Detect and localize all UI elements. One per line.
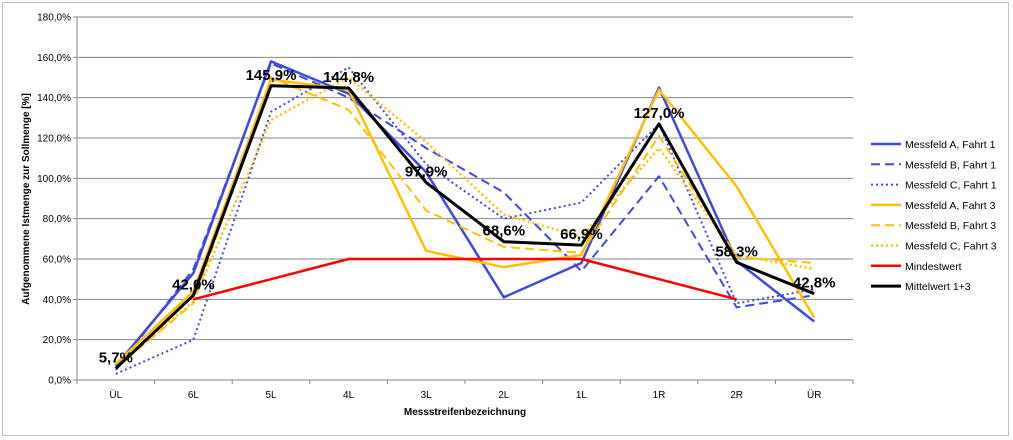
legend-label: Messfeld A, Fahrt 3 <box>905 200 996 212</box>
legend-label: Messfeld B, Fahrt 3 <box>905 220 996 232</box>
y-tick-label: 40,0% <box>43 295 71 306</box>
y-tick-label: 180,0% <box>37 13 71 24</box>
x-tick-label: ÜR <box>807 389 821 401</box>
y-tick-label: 160,0% <box>37 53 71 64</box>
x-tick-label: 6L <box>188 390 200 401</box>
y-tick-label: 140,0% <box>37 93 71 104</box>
legend-label: Messfeld C, Fahrt 1 <box>905 180 997 192</box>
y-tick-label: 0,0% <box>48 376 71 387</box>
gridlines <box>73 16 854 384</box>
legend-label: Mittelwert 1+3 <box>905 281 971 293</box>
data-label: 68,6% <box>483 223 526 240</box>
y-tick-label: 80,0% <box>43 214 71 225</box>
x-tick-label: ÜL <box>109 389 122 401</box>
x-tick-label: 1R <box>653 390 666 401</box>
x-tick-label: 5L <box>265 390 277 401</box>
data-label: 127,0% <box>634 105 685 122</box>
data-label: 42,0% <box>172 276 215 293</box>
y-tick-label: 60,0% <box>43 255 71 266</box>
data-label: 5,7% <box>99 350 133 367</box>
legend-label: Messfeld B, Fahrt 1 <box>905 159 996 171</box>
series-line <box>193 257 737 301</box>
x-tick-label: 2L <box>498 390 510 401</box>
y-axis-title: Aufgenommene Istmenge zur Sollmenge [%] <box>21 93 32 305</box>
legend-label: Mindestwert <box>905 261 962 273</box>
series-line <box>114 84 815 370</box>
x-tick-label: 3L <box>421 390 433 401</box>
series-line <box>114 60 815 367</box>
x-tick-label: 1L <box>576 390 588 401</box>
axes <box>76 17 853 381</box>
data-label: 145,9% <box>246 67 297 84</box>
series-line <box>115 66 815 375</box>
data-labels: 5,7% 42,0% 145,9% 144,8% 97,9% 68,6% 66,9% 127,… <box>99 67 836 367</box>
x-tick-labels: ÜL 6L 5L 4L 3L 2L 1L 1R 2R ÜR <box>109 389 821 401</box>
data-label: 66,9% <box>560 226 603 243</box>
data-label: 58,3% <box>715 243 758 260</box>
x-axis-title: Messstreifenbezeichnung <box>404 407 526 418</box>
legend-label: Messfeld A, Fahrt 1 <box>905 139 996 151</box>
y-tick-label: 120,0% <box>37 134 71 145</box>
x-tick-label: 2R <box>730 390 743 401</box>
series-lines <box>114 60 816 375</box>
data-label: 97,9% <box>405 164 448 181</box>
x-tick-label: 4L <box>343 390 355 401</box>
series-line <box>114 76 815 369</box>
y-tick-label: 100,0% <box>37 174 71 185</box>
legend-label: Messfeld C, Fahrt 3 <box>905 241 997 253</box>
data-label: 42,8% <box>793 275 836 292</box>
legend: Messfeld A, Fahrt 1 Messfeld B, Fahrt 1 Me… <box>871 139 997 293</box>
data-label: 144,8% <box>323 69 374 86</box>
y-tick-labels: 0,0% 20,0% 40,0% 60,0% 80,0% 100,0% 120,0% 140,… <box>37 13 71 387</box>
series-line <box>115 76 815 369</box>
y-tick-label: 20,0% <box>43 335 71 346</box>
